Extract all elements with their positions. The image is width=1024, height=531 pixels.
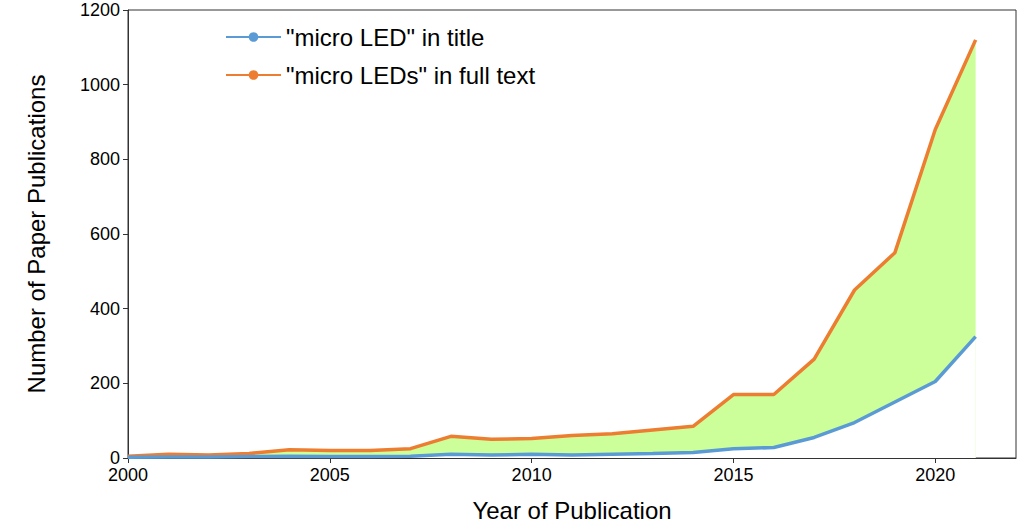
svg-text:200: 200: [90, 373, 120, 393]
svg-text:Year of Publication: Year of Publication: [472, 497, 671, 524]
svg-text:800: 800: [90, 149, 120, 169]
svg-text:0: 0: [110, 448, 120, 468]
svg-text:1200: 1200: [80, 0, 120, 20]
svg-text:2020: 2020: [915, 465, 955, 485]
svg-text:2000: 2000: [108, 465, 148, 485]
svg-text:1000: 1000: [80, 75, 120, 95]
svg-text:600: 600: [90, 224, 120, 244]
svg-text:2015: 2015: [713, 465, 753, 485]
svg-text:Number of Paper Publications: Number of Paper Publications: [23, 75, 50, 394]
svg-text:"micro LED" in title: "micro LED" in title: [286, 24, 484, 51]
svg-text:"micro LEDs" in full text: "micro LEDs" in full text: [286, 62, 535, 89]
svg-text:2010: 2010: [512, 465, 552, 485]
svg-text:400: 400: [90, 299, 120, 319]
svg-text:2005: 2005: [310, 465, 350, 485]
